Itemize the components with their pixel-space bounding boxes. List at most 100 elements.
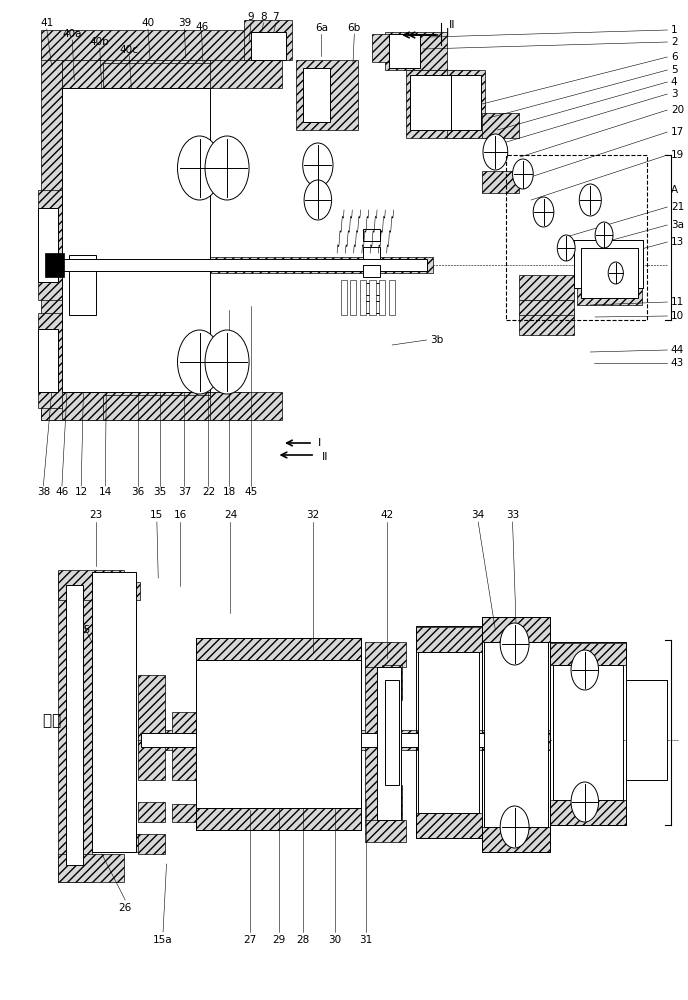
Bar	[416, 626, 482, 838]
Bar	[341, 280, 347, 315]
Bar	[92, 834, 140, 852]
Text: 6b: 6b	[347, 23, 361, 33]
Bar	[406, 70, 475, 138]
Text: 10: 10	[671, 311, 684, 321]
Bar	[58, 572, 92, 882]
Circle shape	[483, 134, 508, 170]
Bar	[463, 678, 467, 802]
Bar	[138, 802, 165, 822]
Bar	[41, 50, 62, 420]
Bar	[58, 570, 124, 600]
Bar	[363, 283, 380, 295]
Text: 细节 A: 细节 A	[43, 712, 77, 728]
Bar	[41, 30, 248, 60]
Bar	[416, 813, 482, 838]
Bar	[506, 155, 647, 320]
Bar	[451, 678, 455, 802]
Bar	[315, 750, 324, 818]
Text: 44: 44	[671, 345, 684, 355]
Bar	[172, 712, 200, 780]
Text: 36: 36	[131, 487, 144, 497]
Text: 12: 12	[74, 487, 88, 497]
Bar	[416, 627, 482, 652]
Circle shape	[178, 136, 222, 200]
Bar	[41, 15, 667, 485]
Text: 17: 17	[671, 127, 684, 137]
Bar	[38, 190, 69, 300]
Bar	[138, 710, 165, 780]
Text: 2: 2	[671, 37, 678, 47]
Bar	[519, 300, 574, 315]
Bar	[363, 265, 380, 277]
Text: 40b: 40b	[90, 37, 109, 47]
Circle shape	[595, 222, 613, 248]
Text: 25: 25	[77, 625, 91, 635]
Circle shape	[533, 197, 554, 227]
Circle shape	[303, 143, 333, 187]
Bar	[105, 782, 136, 810]
Text: 1: 1	[671, 25, 678, 35]
Text: 5: 5	[671, 65, 678, 75]
Bar	[574, 240, 643, 250]
Bar	[233, 750, 241, 818]
Bar	[251, 32, 286, 60]
Bar	[626, 680, 667, 780]
Text: 35: 35	[153, 487, 166, 497]
Bar	[553, 665, 623, 800]
Text: 40: 40	[141, 18, 155, 28]
Bar	[482, 617, 550, 852]
Bar	[581, 248, 638, 298]
Text: 15a: 15a	[153, 935, 173, 945]
Text: 38: 38	[36, 487, 50, 497]
Bar	[451, 75, 481, 130]
Bar	[196, 638, 361, 830]
Bar	[105, 607, 136, 635]
Bar	[205, 750, 214, 818]
Bar	[363, 247, 380, 259]
Bar	[482, 113, 519, 138]
Bar	[365, 642, 406, 667]
Bar	[432, 678, 436, 802]
Text: 8: 8	[260, 12, 267, 22]
Text: 15: 15	[150, 510, 164, 520]
Text: 3a: 3a	[671, 220, 684, 230]
Bar	[385, 680, 399, 785]
Text: 40c: 40c	[120, 45, 139, 55]
Bar	[138, 834, 165, 854]
Bar	[244, 20, 292, 60]
Bar	[329, 662, 338, 730]
Bar	[385, 32, 447, 70]
Bar	[92, 572, 104, 852]
Bar	[55, 259, 427, 271]
Bar	[62, 392, 210, 420]
Bar	[246, 662, 255, 730]
Bar	[343, 750, 352, 818]
Bar	[105, 747, 136, 775]
Bar	[38, 313, 69, 408]
Bar	[574, 240, 643, 288]
Bar	[196, 638, 361, 660]
Bar	[41, 510, 667, 970]
Bar	[288, 662, 297, 730]
Text: 3b: 3b	[430, 335, 443, 345]
Text: II: II	[321, 452, 328, 462]
Circle shape	[571, 782, 599, 822]
Text: 13: 13	[671, 237, 684, 247]
Text: 37: 37	[178, 487, 191, 497]
Bar	[260, 662, 269, 730]
Bar	[469, 678, 473, 802]
Bar	[418, 652, 479, 813]
Bar	[626, 768, 667, 780]
Text: 22: 22	[202, 487, 215, 497]
Bar	[410, 75, 451, 130]
Text: 46: 46	[55, 487, 69, 497]
Bar	[219, 750, 228, 818]
Bar	[315, 662, 324, 730]
Text: 3: 3	[671, 89, 678, 99]
Circle shape	[205, 136, 249, 200]
Bar	[438, 678, 442, 802]
Bar	[233, 662, 241, 730]
Text: 46: 46	[195, 22, 208, 32]
Text: 23: 23	[89, 510, 103, 520]
Circle shape	[579, 184, 601, 216]
